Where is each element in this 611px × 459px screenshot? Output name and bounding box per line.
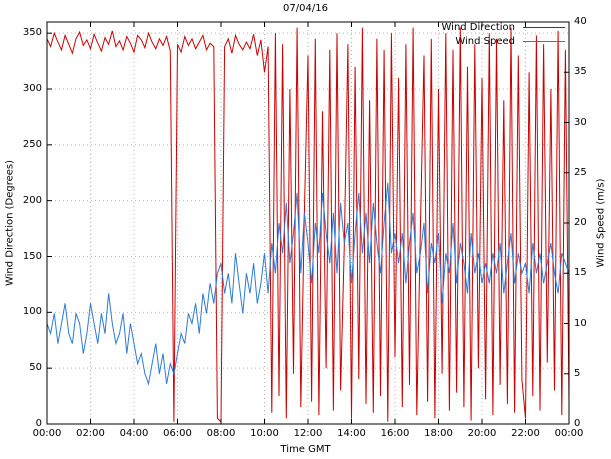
y-right-tick-label: 10 (574, 317, 587, 329)
x-tick-label: 16:00 (380, 428, 410, 439)
y-left-tick-label: 50 (29, 362, 42, 374)
legend-label-wind-speed: Wind Speed (455, 36, 515, 47)
wind-direction-line (46, 27, 570, 423)
chart-title: 07/04/16 (283, 3, 328, 14)
y-right-tick-label: 25 (574, 166, 587, 178)
y-left-tick-label: 150 (22, 250, 42, 262)
x-tick-label: 00:00 (32, 428, 62, 439)
x-tick-label: 06:00 (163, 428, 192, 439)
y-right-tick-label: 0 (574, 418, 581, 429)
x-tick-label: 12:00 (293, 428, 323, 439)
wind-speed-line (46, 182, 570, 386)
legend-line-sample-wind-speed (523, 41, 565, 42)
y-left-tick-label: 0 (35, 418, 42, 429)
x-tick-label: 10:00 (250, 428, 279, 439)
y-right-tick-label: 30 (574, 116, 587, 128)
legend: Wind Direction Wind Speed (441, 22, 565, 47)
x-tick-label: 08:00 (206, 428, 236, 439)
x-tick-label: 14:00 (337, 428, 366, 439)
x-tick-label: 22:00 (511, 428, 540, 439)
y-right-tick-label: 35 (574, 66, 587, 78)
x-axis-title: Time GMT (280, 444, 331, 455)
legend-item-wind-direction: Wind Direction (441, 22, 565, 33)
legend-line-sample-wind-direction (523, 27, 565, 28)
y-left-tick-label: 100 (22, 306, 42, 318)
y-right-tick-label: 15 (574, 267, 587, 279)
y-left-tick-label: 250 (22, 138, 42, 150)
x-tick-label: 18:00 (424, 428, 453, 439)
x-tick-label: 00:00 (554, 428, 584, 439)
x-tick-label: 04:00 (119, 428, 149, 439)
legend-label-wind-direction: Wind Direction (441, 22, 516, 33)
y-right-tick-label: 40 (574, 16, 587, 27)
y-left-tick-label: 350 (22, 27, 42, 39)
y-left-tick-label: 200 (22, 194, 42, 206)
y-left-tick-label: 300 (22, 83, 42, 94)
x-tick-label: 02:00 (76, 428, 105, 439)
x-tick-label: 20:00 (467, 428, 497, 439)
legend-item-wind-speed: Wind Speed (455, 36, 565, 47)
y-right-tick-label: 20 (574, 217, 587, 228)
y-right-tick-label: 5 (574, 367, 581, 379)
